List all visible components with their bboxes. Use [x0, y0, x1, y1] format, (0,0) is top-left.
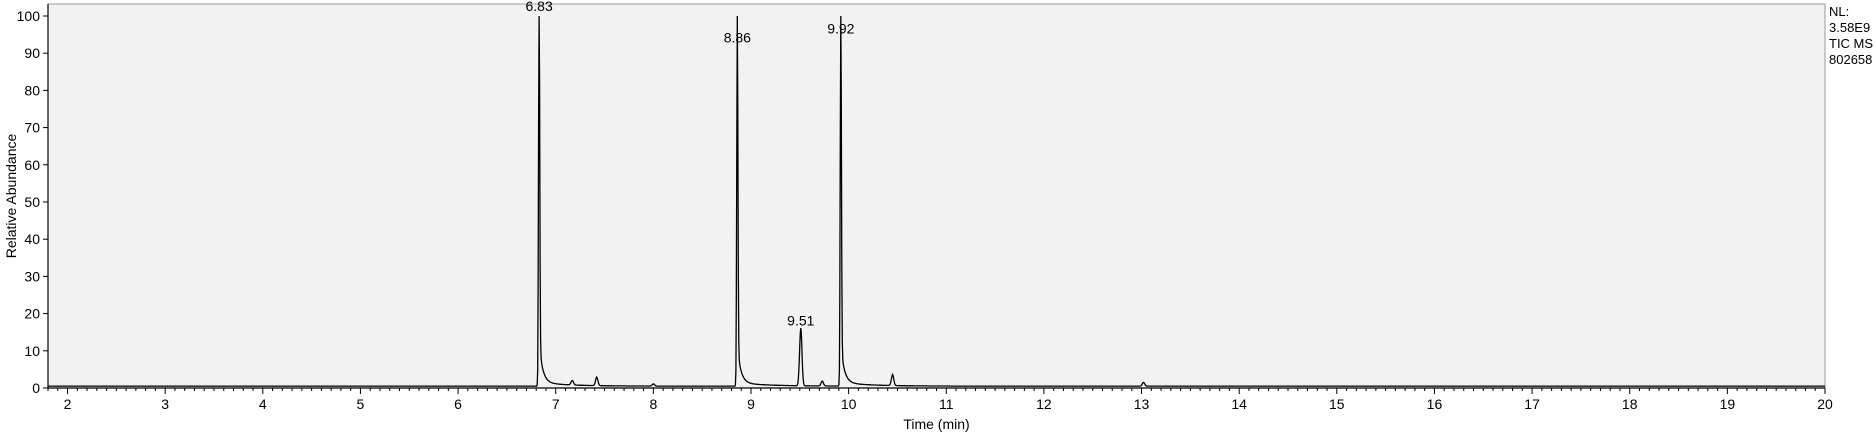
info-block: NL: 3.58E9 TIC MS 802658 [1829, 4, 1873, 67]
info-nl-value: 3.58E9 [1829, 20, 1870, 35]
y-tick-label: 40 [24, 231, 40, 247]
x-tick-label: 7 [552, 396, 560, 412]
y-tick-label: 0 [32, 380, 40, 396]
x-tick-label: 2 [64, 396, 72, 412]
info-nl-label: NL: [1829, 4, 1849, 19]
x-tick-label: 6 [454, 396, 462, 412]
y-tick-label: 60 [24, 157, 40, 173]
y-axis-ticks: 0 10 20 30 40 50 60 70 80 90 100 [17, 8, 48, 396]
y-tick-label: 30 [24, 268, 40, 284]
x-axis-ticks: 2 3 4 5 6 7 8 9 10 11 12 13 14 15 16 17 18 19 20 [47, 388, 1833, 412]
x-axis-title: Time (min) [903, 416, 969, 432]
y-axis-title: Relative Abundance [3, 134, 19, 259]
x-tick-label: 18 [1622, 396, 1638, 412]
y-tick-label: 80 [24, 82, 40, 98]
y-tick-label: 10 [24, 343, 40, 359]
x-tick-label: 12 [1036, 396, 1052, 412]
tic-trace [48, 15, 1825, 387]
x-tick-label: 4 [259, 396, 267, 412]
x-tick-label: 17 [1524, 396, 1540, 412]
x-tick-label: 16 [1427, 396, 1443, 412]
x-tick-label: 3 [161, 396, 169, 412]
x-tick-label: 19 [1720, 396, 1736, 412]
x-tick-label: 5 [357, 396, 365, 412]
y-tick-label: 20 [24, 306, 40, 322]
x-tick-label: 20 [1817, 396, 1833, 412]
x-tick-label: 10 [841, 396, 857, 412]
x-tick-label: 8 [649, 396, 657, 412]
x-tick-label: 15 [1329, 396, 1345, 412]
plot-area [47, 3, 1826, 389]
info-scan-type: TIC MS [1829, 36, 1873, 51]
y-tick-label: 90 [24, 45, 40, 61]
y-tick-label: 50 [24, 194, 40, 210]
x-tick-label: 9 [747, 396, 755, 412]
peak-label: 9.51 [787, 312, 814, 328]
x-tick-label: 13 [1134, 396, 1150, 412]
peak-label: 9.92 [827, 20, 854, 36]
peak-label: 6.83 [525, 0, 552, 14]
peak-label: 8.86 [724, 30, 751, 46]
y-tick-label: 70 [24, 120, 40, 136]
peak-labels: 6.83 8.86 9.51 9.92 [525, 0, 854, 328]
x-tick-label: 14 [1231, 396, 1247, 412]
x-tick-label: 11 [939, 396, 954, 412]
y-tick-label: 100 [17, 8, 41, 24]
info-file-id: 802658 [1829, 52, 1872, 67]
